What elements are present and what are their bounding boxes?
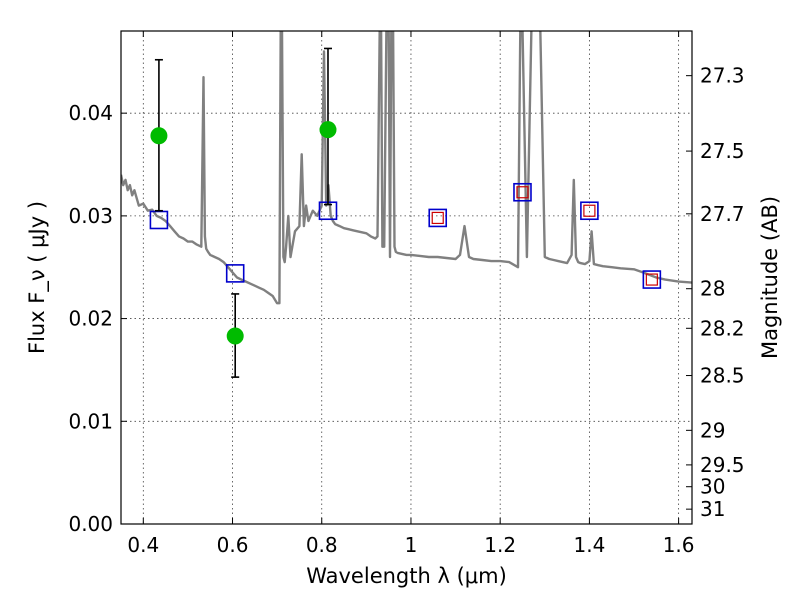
y2-tick-label: 31 <box>700 497 725 521</box>
y-tick-label: 0.01 <box>68 409 113 433</box>
y2-tick-label: 29 <box>700 418 725 442</box>
x-tick-label: 0.6 <box>217 533 249 557</box>
y2-tick-label: 29.5 <box>700 453 745 477</box>
y2-tick-label: 28 <box>700 277 725 301</box>
axis-ticks: 0.4 0.6 0.8 1 1.2 1.4 1.6 0.00 0.01 0.02 0.03 0.04 2… <box>68 31 745 557</box>
y2-tick-label: 30 <box>700 475 725 499</box>
x-tick-label: 1.4 <box>573 533 605 557</box>
model-photometry-point <box>428 208 448 228</box>
y2-tick-label: 27.5 <box>700 139 745 163</box>
x-tick-label: 0.4 <box>127 533 159 557</box>
spectrum-line <box>121 31 692 305</box>
model-photometry-point <box>642 270 662 289</box>
observed-flux-point <box>226 327 244 345</box>
y2-tick-label: 27.3 <box>700 64 745 88</box>
y2-tick-label: 27.7 <box>700 202 745 226</box>
x-tick-label: 1.6 <box>663 533 695 557</box>
inner-square-point <box>516 186 529 199</box>
y2-tick-label: 28.5 <box>700 364 745 388</box>
inner-square-point <box>431 211 444 225</box>
observed-flux-point <box>150 127 168 145</box>
model-photometry-point <box>580 201 599 221</box>
y-axis-label: Flux F_ν ( μJy ) <box>25 201 50 354</box>
grid-lines <box>121 31 692 524</box>
model-spectrum <box>121 31 692 305</box>
y-tick-label: 0.00 <box>68 512 113 536</box>
x-tick-label: 1.2 <box>484 533 516 557</box>
inner-square-point <box>645 273 658 286</box>
y-tick-label: 0.02 <box>68 307 113 331</box>
data-points <box>149 47 662 378</box>
observed-flux-point <box>319 121 337 139</box>
plot-area-frame <box>120 30 693 525</box>
model-photometry-point <box>513 182 532 202</box>
y-tick-label: 0.04 <box>68 101 113 125</box>
inner-square-point <box>583 204 596 217</box>
x-tick-label: 1 <box>405 533 418 557</box>
y2-axis-label: Magnitude (AB) <box>758 196 782 359</box>
x-tick-label: 0.8 <box>306 533 338 557</box>
model-photometry-point <box>225 264 245 283</box>
y-tick-label: 0.03 <box>68 204 113 228</box>
x-axis-label: Wavelength λ (μm) <box>306 564 507 588</box>
y2-tick-label: 28.2 <box>700 316 745 340</box>
